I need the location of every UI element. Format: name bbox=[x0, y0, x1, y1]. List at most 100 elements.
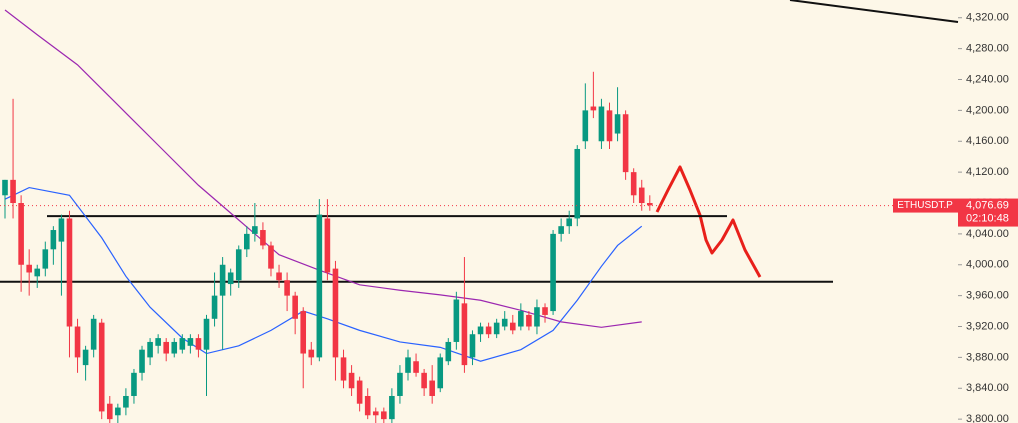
candle-body bbox=[364, 395, 371, 416]
candle-body bbox=[219, 264, 226, 296]
candle-body bbox=[461, 303, 468, 366]
candle-body bbox=[187, 338, 194, 346]
candle-body bbox=[42, 249, 49, 269]
candle-body bbox=[469, 334, 476, 358]
candle-body bbox=[308, 349, 315, 358]
candle-body bbox=[18, 203, 24, 265]
candle-body bbox=[590, 106, 597, 111]
candle-body bbox=[139, 349, 145, 373]
candle-body bbox=[485, 326, 492, 335]
candle-body bbox=[252, 226, 258, 234]
candle-body bbox=[542, 307, 548, 315]
candle-body bbox=[421, 372, 427, 389]
candle-body bbox=[82, 349, 89, 366]
candle-body bbox=[66, 218, 73, 327]
y-tick-label: 4,120.00 bbox=[966, 166, 1009, 178]
candle-body bbox=[292, 295, 298, 319]
candle-body bbox=[235, 249, 242, 281]
candle-body bbox=[260, 230, 266, 246]
candle-body bbox=[534, 307, 540, 327]
candle-body bbox=[123, 395, 129, 408]
candle-body bbox=[518, 311, 524, 327]
y-tick-label: 4,040.00 bbox=[966, 228, 1009, 240]
candle-body bbox=[171, 341, 178, 354]
candle-body bbox=[163, 341, 169, 354]
trend-line bbox=[789, 0, 959, 23]
y-tick-label: 4,240.00 bbox=[966, 73, 1009, 85]
candle-body bbox=[155, 338, 161, 346]
candle-body bbox=[203, 318, 210, 350]
candle-body bbox=[413, 361, 419, 373]
candle-body bbox=[397, 372, 403, 396]
candle-body bbox=[26, 264, 32, 273]
candle-body bbox=[372, 411, 379, 416]
y-tick-label: 3,880.00 bbox=[966, 351, 1009, 363]
symbol-box bbox=[893, 198, 958, 213]
candle-body bbox=[356, 380, 363, 404]
candle-body bbox=[445, 341, 452, 362]
candle-body bbox=[115, 407, 121, 416]
candle-body bbox=[2, 179, 8, 196]
y-tick-label: 4,320.00 bbox=[966, 12, 1009, 24]
candle-body bbox=[50, 230, 57, 250]
price-label: 4,076.69 bbox=[966, 199, 1009, 211]
candle-body bbox=[34, 268, 41, 277]
candle-body bbox=[106, 403, 113, 420]
candle-body bbox=[630, 172, 637, 196]
candle-body bbox=[606, 110, 613, 142]
candle-body bbox=[324, 218, 331, 273]
candle-body bbox=[550, 233, 556, 312]
candle-body bbox=[340, 357, 347, 381]
candle-body bbox=[284, 280, 290, 296]
y-tick-label: 3,920.00 bbox=[966, 320, 1009, 332]
price-box bbox=[958, 198, 1018, 227]
candle-body bbox=[98, 322, 105, 412]
candle-body bbox=[647, 203, 653, 206]
y-tick-label: 4,000.00 bbox=[966, 259, 1009, 271]
y-tick-label: 4,160.00 bbox=[966, 135, 1009, 147]
symbol-label: ETHUSDT.P bbox=[897, 200, 953, 211]
candle-body bbox=[582, 110, 589, 142]
candle-body bbox=[276, 272, 282, 281]
candle-body bbox=[227, 272, 234, 285]
candle-body bbox=[10, 179, 16, 204]
candle-body bbox=[316, 214, 323, 358]
candle-body bbox=[74, 326, 81, 358]
projection-drawing bbox=[655, 165, 762, 278]
candle-body bbox=[477, 326, 484, 335]
candle-body bbox=[244, 233, 250, 250]
y-tick-label: 3,960.00 bbox=[966, 290, 1009, 302]
candle-body bbox=[437, 357, 444, 389]
candle-body bbox=[268, 245, 274, 269]
candle-body bbox=[598, 106, 605, 142]
candle-body bbox=[622, 114, 629, 173]
y-tick-label: 3,840.00 bbox=[966, 382, 1009, 394]
candle-body bbox=[429, 380, 435, 396]
candle-body bbox=[526, 314, 532, 327]
countdown-label: 02:10:48 bbox=[966, 212, 1009, 224]
candle-body bbox=[90, 318, 97, 350]
y-tick-label: 3,800.00 bbox=[966, 413, 1009, 423]
candle-body bbox=[638, 187, 645, 204]
candle-body bbox=[558, 226, 564, 234]
candle-body bbox=[58, 218, 65, 242]
y-tick-label: 4,200.00 bbox=[966, 104, 1009, 116]
candle-body bbox=[131, 372, 137, 396]
candle-body bbox=[405, 357, 411, 373]
candle-body bbox=[195, 338, 202, 350]
moving-average bbox=[4, 186, 643, 362]
candle-body bbox=[332, 268, 339, 358]
candle-body bbox=[300, 311, 307, 354]
candle-body bbox=[381, 411, 387, 420]
candle-body bbox=[147, 341, 153, 358]
candle-body bbox=[493, 322, 500, 335]
candle-body bbox=[179, 338, 186, 350]
candle-body bbox=[453, 299, 460, 342]
y-tick-label: 4,280.00 bbox=[966, 43, 1009, 55]
candle-body bbox=[348, 372, 355, 389]
candle-body bbox=[501, 318, 508, 327]
moving-average bbox=[4, 9, 642, 328]
candle-body bbox=[574, 148, 581, 219]
